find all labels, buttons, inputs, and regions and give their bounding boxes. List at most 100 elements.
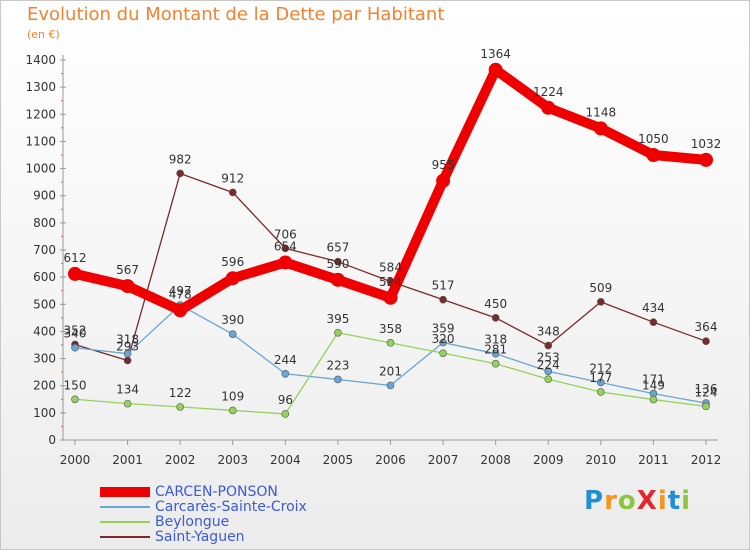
data-point bbox=[597, 388, 605, 396]
x-tick-label: 2008 bbox=[480, 453, 511, 467]
data-point bbox=[491, 359, 500, 368]
data-label: 497 bbox=[169, 284, 192, 298]
data-label: 358 bbox=[379, 322, 402, 336]
data-label: 612 bbox=[64, 251, 87, 265]
data-point bbox=[281, 369, 290, 378]
data-point bbox=[491, 314, 500, 322]
data-point bbox=[176, 403, 184, 411]
legend-swatch-carcen-ponson bbox=[100, 487, 150, 497]
x-tick-label: 2012 bbox=[691, 453, 722, 467]
data-label: 253 bbox=[537, 350, 560, 364]
data-label: 320 bbox=[432, 332, 455, 346]
y-tick-label: 1200 bbox=[25, 107, 56, 121]
data-point bbox=[334, 257, 342, 266]
data-point bbox=[699, 152, 713, 167]
data-point bbox=[68, 266, 82, 281]
data-point bbox=[544, 341, 553, 350]
data-label: 122 bbox=[169, 386, 192, 400]
y-tick-label: 600 bbox=[33, 270, 56, 284]
data-point bbox=[541, 100, 556, 115]
data-label: 223 bbox=[326, 358, 349, 372]
legend-swatch-carcares bbox=[100, 506, 150, 508]
y-tick-label: 1400 bbox=[25, 53, 56, 67]
data-point bbox=[488, 62, 503, 77]
data-label: 524 bbox=[379, 275, 402, 289]
x-tick-label: 2003 bbox=[217, 453, 248, 467]
data-point bbox=[597, 298, 605, 306]
data-label: 171 bbox=[642, 373, 665, 387]
data-label: 1224 bbox=[533, 85, 564, 99]
x-tick-label: 2007 bbox=[428, 453, 459, 467]
y-tick-label: 300 bbox=[33, 352, 56, 366]
data-label: 134 bbox=[116, 383, 139, 397]
data-point bbox=[278, 255, 293, 270]
data-point bbox=[228, 406, 237, 415]
x-tick-label: 2000 bbox=[60, 453, 91, 467]
proxiti-logo: ProXiti bbox=[584, 486, 692, 516]
data-point bbox=[593, 121, 608, 136]
data-label: 224 bbox=[537, 358, 560, 372]
data-label: 318 bbox=[484, 333, 507, 347]
data-point bbox=[597, 378, 605, 387]
y-tick-label: 0 bbox=[48, 433, 56, 447]
data-point bbox=[491, 349, 500, 358]
data-label: 1148 bbox=[586, 105, 617, 119]
y-tick-label: 800 bbox=[33, 216, 56, 230]
data-point bbox=[386, 381, 395, 390]
data-label: 177 bbox=[589, 371, 612, 385]
data-point bbox=[439, 338, 447, 347]
data-label: 955 bbox=[432, 158, 455, 172]
data-point bbox=[71, 395, 79, 404]
legend-label-beylongue: Beylongue bbox=[155, 514, 230, 530]
data-label: 136 bbox=[695, 382, 718, 396]
x-tick-label: 2004 bbox=[270, 453, 301, 467]
data-label: 281 bbox=[484, 343, 507, 357]
data-point bbox=[71, 343, 79, 352]
data-point bbox=[123, 356, 132, 365]
data-point bbox=[228, 330, 237, 338]
y-tick-label: 400 bbox=[33, 324, 56, 338]
x-tick-label: 2001 bbox=[112, 453, 143, 467]
chart-subtitle: (en €) bbox=[27, 28, 60, 41]
y-tick-label: 1100 bbox=[25, 134, 56, 148]
x-tick-label: 2009 bbox=[533, 453, 564, 467]
data-point bbox=[439, 349, 447, 357]
data-label: 478 bbox=[169, 287, 192, 301]
x-tick-label: 2006 bbox=[375, 453, 406, 467]
data-label: 293 bbox=[116, 339, 139, 353]
y-tick-label: 200 bbox=[33, 379, 56, 393]
data-point bbox=[228, 188, 237, 197]
data-point bbox=[383, 290, 398, 305]
data-label: 584 bbox=[379, 260, 402, 274]
data-point bbox=[334, 328, 342, 337]
data-label: 364 bbox=[695, 320, 718, 334]
data-label: 517 bbox=[432, 279, 455, 293]
legend-label-carcares: Carcarès-Sainte-Croix bbox=[155, 499, 307, 515]
data-point bbox=[176, 169, 184, 178]
x-tick-label: 2011 bbox=[638, 453, 669, 467]
data-label: 340 bbox=[64, 327, 87, 341]
y-tick-label: 700 bbox=[33, 243, 56, 257]
legend-swatch-beylongue bbox=[100, 521, 150, 523]
x-tick-label: 2005 bbox=[323, 453, 354, 467]
data-label: 596 bbox=[221, 255, 244, 269]
data-label: 450 bbox=[484, 297, 507, 311]
data-label: 912 bbox=[221, 171, 244, 185]
data-point bbox=[544, 367, 553, 376]
data-label: 509 bbox=[589, 281, 612, 295]
data-label: 590 bbox=[326, 257, 349, 271]
data-point bbox=[544, 375, 553, 384]
data-label: 982 bbox=[169, 152, 192, 166]
legend-swatch-saint-yaguen bbox=[100, 536, 150, 538]
data-point bbox=[702, 402, 710, 411]
data-label: 657 bbox=[326, 241, 349, 255]
data-point bbox=[436, 173, 451, 188]
data-label: 201 bbox=[379, 364, 402, 378]
data-label: 359 bbox=[432, 322, 455, 336]
data-label: 244 bbox=[274, 353, 297, 367]
data-point bbox=[334, 375, 342, 384]
y-tick-label: 900 bbox=[33, 189, 56, 203]
y-tick-label: 1300 bbox=[25, 80, 56, 94]
data-label: 212 bbox=[589, 361, 612, 375]
